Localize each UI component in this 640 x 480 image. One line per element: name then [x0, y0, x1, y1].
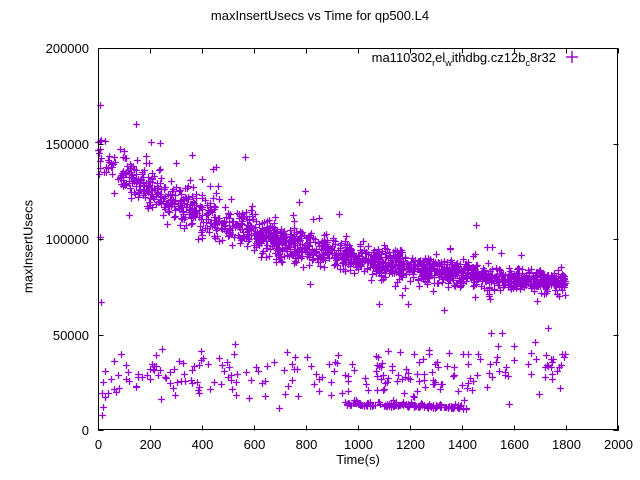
x-tick-label: 400 — [192, 437, 214, 452]
x-axis-ticks: 0 200 400 600 800 1000 1200 1400 1600 1800 2000 — [95, 48, 633, 452]
x-tick-label: 2000 — [604, 437, 633, 452]
legend-entry-label: ma110302relwithdbg.cz12bc8r32 — [372, 50, 556, 68]
axes-layer: 0 200 400 600 800 1000 1200 1400 1600 1800 2000 0 5… — [46, 41, 633, 452]
x-axis-label: Time(s) — [336, 452, 380, 467]
x-tick-label: 200 — [140, 437, 162, 452]
scatter-points — [95, 102, 569, 419]
legend-marker-plus — [566, 51, 578, 63]
x-tick-label: 1000 — [344, 437, 373, 452]
chart-title: maxInsertUsecs vs Time for qp500.L4 — [210, 8, 430, 23]
x-tick-label: 1600 — [500, 437, 529, 452]
x-tick-label: 800 — [296, 437, 318, 452]
y-tick-label: 100000 — [46, 232, 89, 247]
y-axis-ticks: 0 50000 100000 150000 200000 — [46, 41, 619, 438]
x-tick-label: 0 — [95, 437, 102, 452]
y-tick-label: 50000 — [53, 328, 89, 343]
plot-border — [98, 48, 618, 430]
x-tick-label: 600 — [244, 437, 266, 452]
x-tick-label: 1400 — [448, 437, 477, 452]
y-tick-label: 200000 — [46, 41, 89, 56]
y-tick-label: 0 — [82, 423, 89, 438]
x-tick-label: 1200 — [396, 437, 425, 452]
x-tick-label: 1800 — [552, 437, 581, 452]
scatter-data-layer — [95, 102, 569, 419]
legend: ma110302relwithdbg.cz12bc8r32 — [372, 50, 578, 68]
y-tick-label: 150000 — [46, 137, 89, 152]
